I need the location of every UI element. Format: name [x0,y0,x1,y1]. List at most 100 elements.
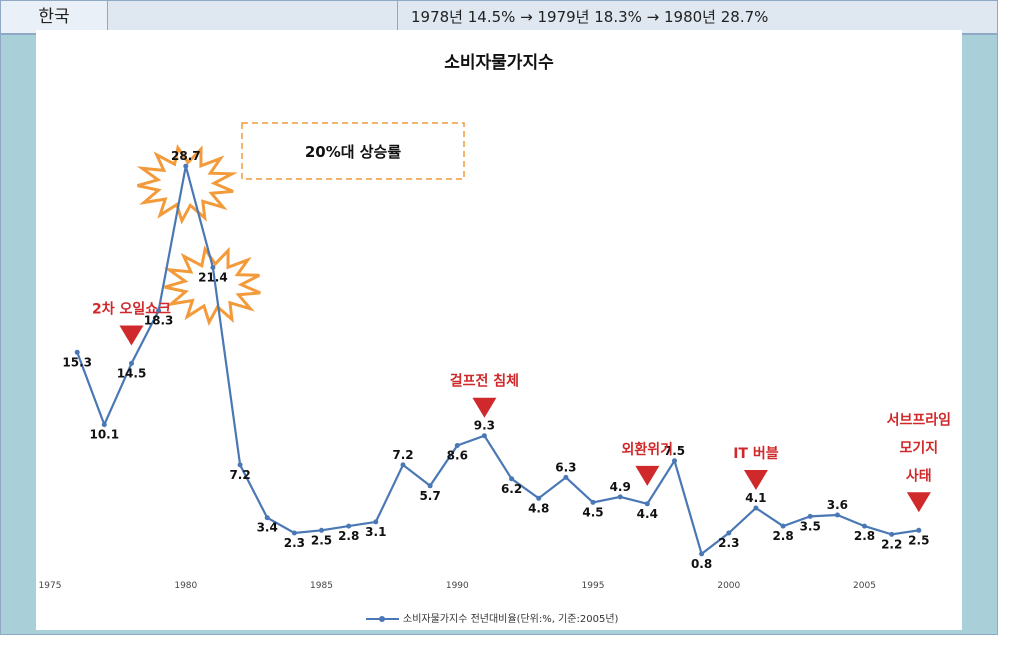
data-label: 3.6 [827,498,848,512]
legend-marker [379,616,385,622]
burst-shape [136,144,238,225]
data-point [780,523,786,529]
data-point [563,474,569,480]
burst-layer [136,144,261,327]
data-label: 7.5 [664,444,685,458]
burst-shape [163,245,261,327]
event-marker [906,492,931,513]
data-label: 18.3 [144,314,174,328]
legend-label: 소비자물가지수 전년대비율(단위:%, 기준:2005년) [403,612,619,625]
data-label: 3.5 [800,519,821,533]
data-point [862,523,867,529]
event-marker [743,470,768,491]
event-marker [472,397,497,418]
x-tick-label: 1985 [310,581,333,591]
data-label: 2.2 [881,537,902,551]
data-point [699,551,705,557]
data-label: 2.5 [908,533,929,547]
legend: 소비자물가지수 전년대비율(단위:%, 기준:2005년) [366,612,619,625]
x-tick-label: 2005 [853,581,876,591]
data-label: 3.1 [365,525,386,539]
data-point [319,527,324,533]
data-point [210,265,216,270]
data-point [74,349,80,355]
data-point [183,163,189,169]
data-point [753,505,759,511]
data-point [536,495,542,501]
data-point [916,527,922,533]
callout-box [241,122,465,180]
data-label: 4.1 [745,491,766,505]
annotation-label: 사태 [906,468,932,484]
data-label: 0.8 [691,557,712,571]
data-label: 2.3 [284,536,305,550]
data-label: 21.4 [198,271,228,285]
x-tick-label: 1990 [446,581,469,591]
data-label: 2.5 [311,533,332,547]
data-label: 8.6 [447,449,468,463]
data-label: 7.2 [229,468,250,482]
data-point [346,523,352,529]
data-point [454,443,460,448]
annotation-label: IT 버블 [733,445,779,462]
x-tick-label: 2000 [717,581,740,591]
data-point [400,462,406,468]
data-label: 9.3 [474,419,495,433]
data-point [726,530,732,536]
data-point [373,519,379,525]
data-point [129,360,134,366]
callout-text: 20%대 상승률 [305,143,402,161]
chart-area: 소비자물가지수 20%대 상승률 1975 1980 1985 1990 1995 200… [36,30,962,630]
cpi-line-chart: 소비자물가지수 20%대 상승률 1975 1980 1985 1990 1995 200… [39,53,951,625]
data-label: 15.3 [62,355,92,369]
series-line [76,165,919,556]
data-point [807,513,813,519]
data-label: 3.4 [257,521,278,535]
data-point [889,531,895,537]
data-point [834,512,840,518]
country-cell: 한국 [1,1,108,33]
event-marker [119,325,144,346]
chart-title: 소비자물가지수 [444,53,554,73]
data-label: 4.5 [582,505,603,519]
empty-cell [107,1,398,33]
data-point [156,308,162,314]
annotation-label: 서브프라임 [887,412,951,428]
x-tick-label: 1995 [582,581,605,591]
data-label: 6.2 [501,482,522,496]
header-row: 한국 1978년 14.5% → 1979년 18.3% → 1980년 28.… [0,0,998,34]
data-label: 2.8 [854,529,875,543]
data-labels: 15.3 10.1 14.5 18.3 28.7 21.4 7.2 3.4 2.3 2.5 2.8 3… [62,149,929,571]
data-label: 14.5 [117,366,147,380]
data-label: 28.7 [171,149,201,163]
data-point [237,462,243,468]
data-point [590,499,596,505]
annotation-label: 걸프전 침체 [450,373,519,390]
annotation-label: 2차 오일쇼크 [92,301,171,317]
data-label: 2.3 [718,536,739,550]
data-label: 4.8 [528,501,549,515]
x-tick-label: 1980 [174,581,197,591]
data-label: 6.3 [555,460,576,474]
x-ticks: 1975 1980 1985 1990 1995 2000 2005 [39,581,876,591]
data-point [264,515,270,521]
data-point [509,476,515,482]
data-label: 4.9 [610,480,631,494]
data-point [672,458,677,464]
data-point [101,422,107,428]
annotation-label: 모기지 [899,440,938,456]
data-point [617,494,623,500]
inflation-summary: 1978년 14.5% → 1979년 18.3% → 1980년 28.7% [411,8,769,26]
data-label: 2.8 [772,529,793,543]
data-label: 4.4 [637,507,658,521]
data-point [291,530,297,536]
data-point [644,501,650,507]
data-label: 7.2 [392,448,413,462]
data-label: 10.1 [89,428,119,442]
annotation-label: 외환위기 [622,441,674,458]
data-label: 2.8 [338,529,359,543]
data-label: 5.7 [419,489,440,503]
event-marker [635,465,660,486]
data-point [427,483,433,489]
